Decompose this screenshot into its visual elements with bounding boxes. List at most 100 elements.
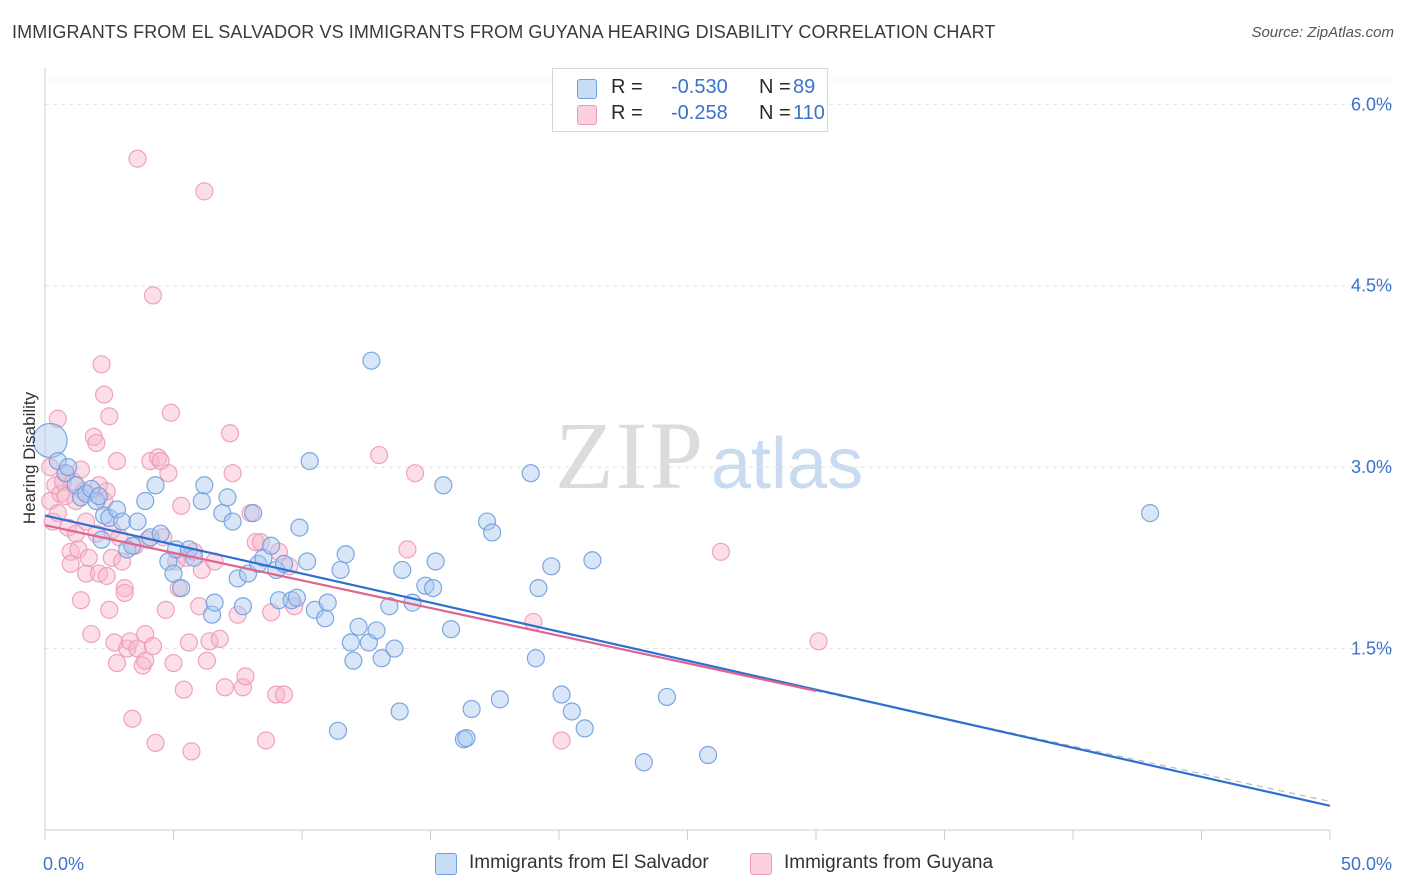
- data-point: [190, 597, 209, 616]
- data-point: [115, 583, 134, 603]
- data-point: [195, 182, 214, 201]
- chart-title: IMMIGRANTS FROM EL SALVADOR VS IMMIGRANT…: [12, 22, 996, 42]
- data-point: [552, 685, 571, 704]
- data-point: [267, 685, 286, 704]
- data-point: [318, 593, 337, 612]
- data-point: [398, 540, 417, 559]
- data-point: [562, 702, 581, 721]
- data-point: [405, 464, 425, 483]
- data-point: [385, 639, 404, 658]
- data-point: [233, 597, 252, 616]
- legend-n-value: 110: [793, 102, 825, 124]
- data-point: [634, 753, 653, 772]
- data-point: [136, 651, 155, 670]
- data-point: [575, 719, 594, 738]
- data-point: [192, 491, 211, 511]
- data-point: [136, 491, 155, 511]
- y-tick-label: 1.5%: [1351, 639, 1392, 659]
- legend-swatch-el-salvador: [577, 79, 597, 99]
- data-point: [182, 742, 201, 761]
- data-point: [146, 476, 165, 495]
- data-point: [197, 651, 217, 670]
- data-point: [161, 403, 181, 422]
- chart-source: Source: ZipAtlas.com: [1251, 24, 1394, 41]
- bottom-legend-label: Immigrants from Guyana: [784, 852, 994, 873]
- data-point: [423, 578, 443, 598]
- data-point: [233, 678, 252, 697]
- data-point: [218, 488, 237, 507]
- data-point: [244, 504, 263, 523]
- data-point: [179, 633, 199, 652]
- data-point: [809, 632, 828, 651]
- data-point: [300, 451, 319, 471]
- data-point: [82, 479, 101, 499]
- data-point: [120, 632, 139, 651]
- grid-lines: [45, 79, 1392, 650]
- data-point: [112, 512, 132, 531]
- data-point: [490, 690, 509, 709]
- data-point: [526, 649, 545, 668]
- trend-line-el-salvador: [44, 514, 1331, 807]
- bottom-legend-swatch-guyana: [750, 853, 772, 875]
- bottom-legend-swatch-el-salvador: [435, 853, 457, 875]
- data-point: [441, 620, 461, 639]
- data-point: [223, 464, 242, 483]
- data-point: [205, 593, 224, 612]
- data-point: [228, 605, 247, 624]
- data-points: [32, 149, 1160, 772]
- data-point: [215, 678, 234, 697]
- data-point: [223, 512, 242, 531]
- data-point: [246, 533, 265, 552]
- data-point: [220, 424, 240, 443]
- data-point: [274, 685, 294, 704]
- data-point: [426, 552, 445, 571]
- data-point: [372, 649, 391, 668]
- data-point: [542, 557, 561, 576]
- series-el-salvador: [32, 351, 1160, 772]
- data-point: [79, 548, 98, 567]
- data-point: [552, 731, 571, 750]
- data-point: [172, 496, 191, 515]
- trend-lines: [44, 514, 1331, 807]
- data-point: [146, 733, 165, 753]
- data-point: [164, 564, 183, 583]
- data-point: [59, 458, 78, 477]
- data-point: [133, 656, 152, 675]
- data-point: [174, 680, 193, 699]
- watermark-zip: ZIP: [555, 402, 705, 509]
- data-point: [159, 464, 178, 483]
- y-tick-label: 6.0%: [1351, 94, 1392, 114]
- axes: [44, 68, 1331, 840]
- data-point: [100, 407, 119, 426]
- data-point: [462, 699, 481, 719]
- data-point: [156, 600, 175, 619]
- bottom-legend-label: Immigrants from El Salvador: [469, 852, 709, 873]
- data-point: [367, 621, 386, 640]
- data-point: [95, 385, 114, 404]
- data-point: [256, 731, 276, 750]
- data-point: [92, 355, 111, 374]
- data-point: [228, 569, 247, 588]
- data-point: [521, 464, 540, 483]
- x-tick-label: 0.0%: [43, 854, 84, 874]
- data-point: [48, 409, 67, 428]
- data-point: [370, 445, 389, 465]
- data-point: [143, 637, 163, 656]
- legend-r-value: -0.258: [671, 102, 728, 124]
- data-point: [477, 512, 497, 531]
- data-point: [529, 578, 548, 598]
- data-point: [107, 451, 127, 471]
- legend-n-label: N =: [759, 76, 791, 98]
- x-tick-label: 50.0%: [1341, 854, 1392, 874]
- data-point: [236, 667, 255, 686]
- data-point: [172, 578, 191, 598]
- data-point: [344, 651, 363, 670]
- data-point: [331, 560, 350, 580]
- data-point: [115, 578, 134, 598]
- data-point: [107, 500, 127, 519]
- data-point: [71, 591, 91, 610]
- data-point: [210, 629, 229, 648]
- data-point: [362, 351, 381, 370]
- data-point: [100, 600, 119, 619]
- data-point: [298, 552, 317, 571]
